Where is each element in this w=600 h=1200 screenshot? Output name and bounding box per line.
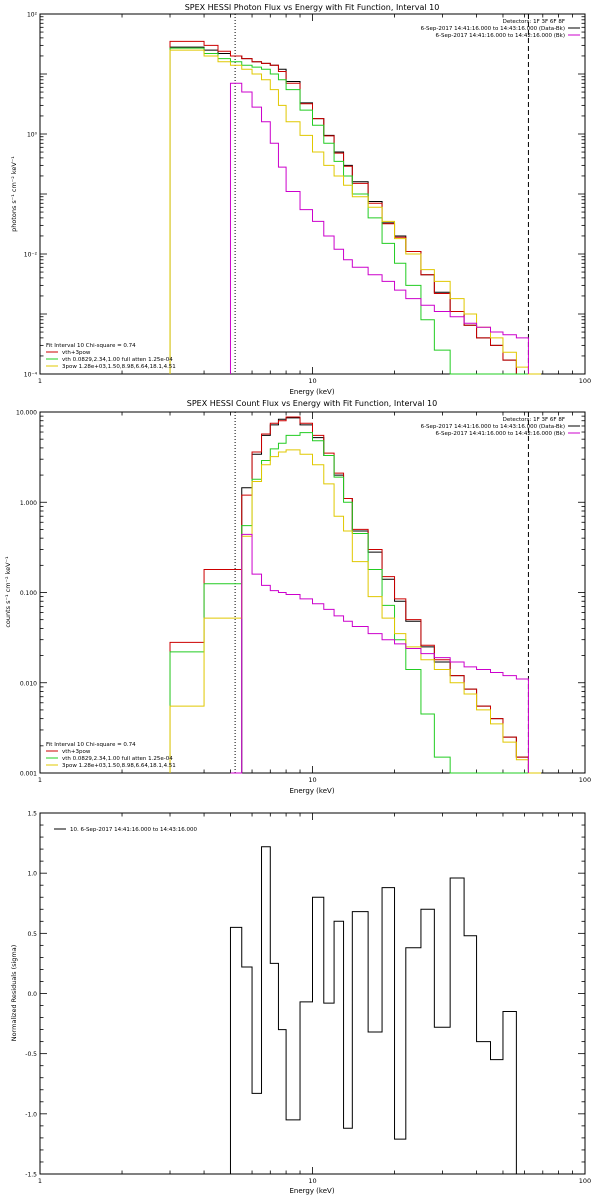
count-y-tick-label: 1.000	[20, 500, 37, 507]
residuals-x-tick-label: 1	[38, 1177, 42, 1185]
residuals-y-tick-label: 1.0	[27, 871, 37, 878]
residuals-y-tick-label: -1.0	[25, 1111, 37, 1118]
photon-chart-title: SPEX HESSI Photon Flux vs Energy with Fi…	[185, 3, 440, 12]
residuals-x-axis-label: Energy (keV)	[289, 1187, 334, 1195]
count-series-vth-3pow	[169, 416, 542, 774]
photon-y-tick-label: 10⁰	[27, 132, 38, 139]
count-y-tick-label: 10.000	[16, 410, 37, 417]
residuals-legend-text: 10. 6-Sep-2017 14:41:16.000 to 14:43:16.…	[70, 827, 197, 833]
photon-x-axis-label: Energy (keV)	[289, 388, 334, 396]
photon-x-tick-label: 1	[38, 377, 42, 385]
photon-flux-panel: SPEX HESSI Photon Flux vs Energy with Fi…	[10, 3, 591, 396]
count-chart-title: SPEX HESSI Count Flux vs Energy with Fit…	[187, 399, 438, 408]
count-series-3pow	[169, 449, 542, 774]
residuals-panel: 1 10 100 -1.5 -1.0 -0.5 0.0 0.5 1.0 1.5 10. 6-Sep-…	[10, 811, 591, 1196]
residuals-x-tick-label: 10	[308, 1177, 316, 1185]
residuals-series-10-6-sep-2017-14-41-16-000-to-14-43-16-000	[229, 846, 529, 1175]
photon-series-data-bk	[169, 46, 542, 375]
photon-series-vth-3pow	[169, 40, 542, 375]
residuals-x-tick-label: 100	[579, 1177, 591, 1185]
residuals-y-axis-label: Normalized Residuals (sigma)	[10, 945, 18, 1042]
photon-legend-text: Fit Interval 10 Chi-square = 0.74	[46, 343, 136, 349]
count-legend-text: vth+3pow	[62, 749, 91, 755]
count-x-tick-label: 10	[308, 776, 316, 784]
count-x-tick-label: 100	[579, 776, 591, 784]
count-y-tick-label: 0.001	[20, 771, 37, 778]
photon-legend-text: 6-Sep-2017 14:41:16.000 to 14:43:16.000 …	[421, 26, 565, 32]
residuals-plot-content: 1 10 100 -1.5 -1.0 -0.5 0.0 0.5 1.0 1.5 10. 6-Sep-…	[25, 811, 591, 1186]
photon-plot-frame	[39, 13, 586, 375]
count-y-axis-label: counts s⁻¹ cm⁻² keV⁻¹	[4, 556, 12, 628]
count-plot-content: 1 10 100 0.001 0.010 0.100 1.000 10.000 Detector…	[16, 410, 591, 785]
residuals-y-tick-label: 1.5	[27, 811, 37, 818]
count-series-data-bk	[241, 417, 542, 774]
count-series-bk	[230, 533, 529, 774]
count-x-tick-label: 1	[38, 776, 42, 784]
count-legend-text: Detectors: 1F 3F 6F 8F	[503, 417, 565, 423]
count-series-vth	[169, 432, 542, 774]
photon-series-vth	[169, 47, 542, 375]
photon-series-bk	[229, 82, 529, 374]
count-y-tick-label: 0.100	[20, 590, 37, 597]
residuals-y-tick-label: 0.0	[27, 991, 37, 998]
count-legend-text: 6-Sep-2017 14:41:16.000 to 14:43:16.000 …	[421, 424, 565, 430]
photon-legend-text: 3pow 1.28e+03,1.50,8.98,6.64,18.1,4.51	[62, 364, 176, 370]
photon-y-tick-label: 10²	[27, 12, 38, 19]
photon-y-tick-label: 10⁻²	[24, 252, 38, 259]
photon-legend-text: vth+3pow	[62, 350, 91, 356]
photon-x-tick-label: 100	[579, 377, 591, 385]
photon-legend-text: Detectors: 1F 3F 6F 8F	[503, 19, 565, 25]
photon-plot-content: 1 10 100 10⁻⁴ 10⁻² 10⁰ 10² Detectors: 1F 3F 6F …	[24, 12, 591, 386]
residuals-y-tick-label: -0.5	[25, 1051, 37, 1058]
count-legend-text: vth 0.0829,2.34,1.00 full atten 1.25e-04	[62, 756, 173, 762]
count-legend-text: Fit Interval 10 Chi-square = 0.74	[46, 742, 136, 748]
count-legend-text: 3pow 1.28e+03,1.50,8.98,6.64,18.1,4.51	[62, 763, 176, 769]
photon-y-tick-label: 10⁻⁴	[24, 372, 38, 379]
photon-legend-text: 6-Sep-2017 14:41:16.000 to 14:42:16.000 …	[436, 33, 566, 39]
count-flux-panel: SPEX HESSI Count Flux vs Energy with Fit…	[4, 399, 591, 795]
photon-x-tick-label: 10	[308, 377, 316, 385]
residuals-y-tick-label: 0.5	[27, 931, 37, 938]
residuals-y-tick-label: -1.5	[25, 1172, 37, 1179]
photon-y-axis-label: photons s⁻¹ cm⁻² keV⁻¹	[10, 156, 18, 232]
photon-legend-text: vth 0.0829,2.34,1.00 full atten 1.25e-04	[62, 357, 173, 363]
photon-series-3pow	[169, 49, 542, 375]
count-y-tick-label: 0.010	[20, 680, 37, 687]
count-x-axis-label: Energy (keV)	[289, 787, 334, 795]
count-legend-text: 6-Sep-2017 14:41:16.000 to 14:42:16.000 …	[436, 431, 566, 437]
